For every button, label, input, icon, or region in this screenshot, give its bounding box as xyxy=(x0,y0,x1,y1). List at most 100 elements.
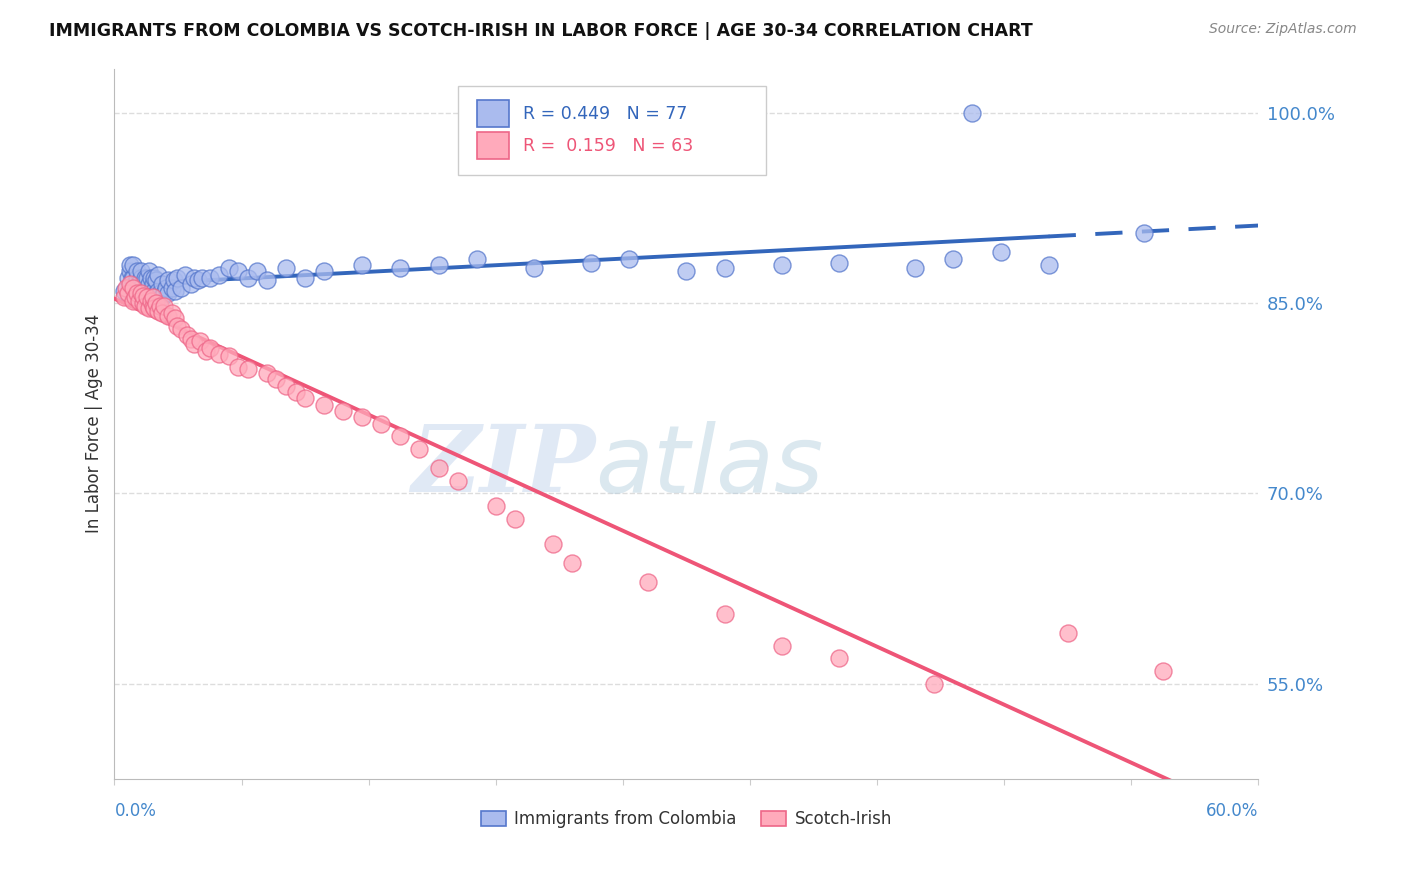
Point xyxy=(166,319,188,334)
Point xyxy=(122,281,145,295)
Point xyxy=(294,392,316,406)
Point xyxy=(156,273,179,287)
Point xyxy=(427,258,450,272)
Point xyxy=(180,332,202,346)
Point xyxy=(183,336,205,351)
Text: 0.0%: 0.0% xyxy=(114,802,156,820)
Point xyxy=(236,362,259,376)
Point xyxy=(122,270,145,285)
Point xyxy=(236,270,259,285)
Point xyxy=(256,273,278,287)
Point xyxy=(143,301,166,316)
Point xyxy=(145,296,167,310)
Point xyxy=(352,258,374,272)
Point xyxy=(117,270,139,285)
Point xyxy=(675,264,697,278)
Point xyxy=(122,258,145,272)
Point xyxy=(165,284,187,298)
Point xyxy=(148,268,170,283)
Point xyxy=(1133,227,1156,241)
Point xyxy=(134,270,156,285)
Point xyxy=(1038,258,1060,272)
Point xyxy=(637,575,659,590)
Point xyxy=(115,281,138,295)
Point xyxy=(160,306,183,320)
Point xyxy=(228,264,250,278)
Point xyxy=(266,372,288,386)
Point xyxy=(143,284,166,298)
Point xyxy=(124,290,146,304)
Point xyxy=(942,252,965,266)
Text: R = 0.449   N = 77: R = 0.449 N = 77 xyxy=(523,105,688,123)
Point xyxy=(246,264,269,278)
Point xyxy=(139,293,162,308)
Point xyxy=(191,270,214,285)
Point xyxy=(218,350,240,364)
Point xyxy=(145,286,167,301)
Point xyxy=(132,290,155,304)
Point xyxy=(619,252,641,266)
Point xyxy=(274,260,297,275)
Y-axis label: In Labor Force | Age 30-34: In Labor Force | Age 30-34 xyxy=(86,314,103,533)
Point xyxy=(138,290,160,304)
Point xyxy=(138,301,160,316)
Point xyxy=(132,296,155,310)
Point xyxy=(166,270,188,285)
Point xyxy=(128,277,150,292)
Point xyxy=(129,264,152,278)
Point xyxy=(150,290,173,304)
Point xyxy=(150,306,173,320)
Point xyxy=(208,268,231,283)
Text: IMMIGRANTS FROM COLOMBIA VS SCOTCH-IRISH IN LABOR FORCE | AGE 30-34 CORRELATION : IMMIGRANTS FROM COLOMBIA VS SCOTCH-IRISH… xyxy=(49,22,1033,40)
Point xyxy=(148,284,170,298)
Text: R =  0.159   N = 63: R = 0.159 N = 63 xyxy=(523,136,693,155)
Point xyxy=(150,277,173,292)
Point xyxy=(389,260,412,275)
Point xyxy=(208,347,231,361)
Point xyxy=(149,286,172,301)
Point xyxy=(828,651,851,665)
Point xyxy=(427,461,450,475)
Point xyxy=(127,264,149,278)
Point xyxy=(180,277,202,292)
Point xyxy=(138,277,160,292)
Point xyxy=(176,327,198,342)
Point xyxy=(139,270,162,285)
Point xyxy=(160,281,183,295)
Point xyxy=(370,417,392,431)
Point xyxy=(904,260,927,275)
Point xyxy=(149,299,172,313)
Point xyxy=(141,290,163,304)
Point xyxy=(122,284,145,298)
Point xyxy=(112,284,135,298)
Point xyxy=(924,677,946,691)
Point xyxy=(218,260,240,275)
Point xyxy=(132,277,155,292)
Point xyxy=(713,607,735,621)
Legend: Immigrants from Colombia, Scotch-Irish: Immigrants from Colombia, Scotch-Irish xyxy=(474,803,898,835)
Point xyxy=(148,303,170,318)
Point xyxy=(170,321,193,335)
Point xyxy=(155,281,177,295)
Point xyxy=(128,293,150,308)
Point xyxy=(141,290,163,304)
Point xyxy=(561,556,583,570)
Point xyxy=(294,270,316,285)
Point xyxy=(256,366,278,380)
Point xyxy=(1056,626,1078,640)
Point xyxy=(153,286,176,301)
Point xyxy=(198,341,221,355)
Point xyxy=(156,309,179,323)
Point xyxy=(129,286,152,301)
Text: 60.0%: 60.0% xyxy=(1206,802,1258,820)
Point xyxy=(314,264,336,278)
Point xyxy=(132,288,155,302)
Point xyxy=(121,270,143,285)
Point xyxy=(174,268,197,283)
Point xyxy=(135,270,157,285)
Point xyxy=(141,299,163,313)
Point xyxy=(485,499,508,513)
Text: Source: ZipAtlas.com: Source: ZipAtlas.com xyxy=(1209,22,1357,37)
Point xyxy=(503,512,526,526)
Point xyxy=(162,273,184,287)
